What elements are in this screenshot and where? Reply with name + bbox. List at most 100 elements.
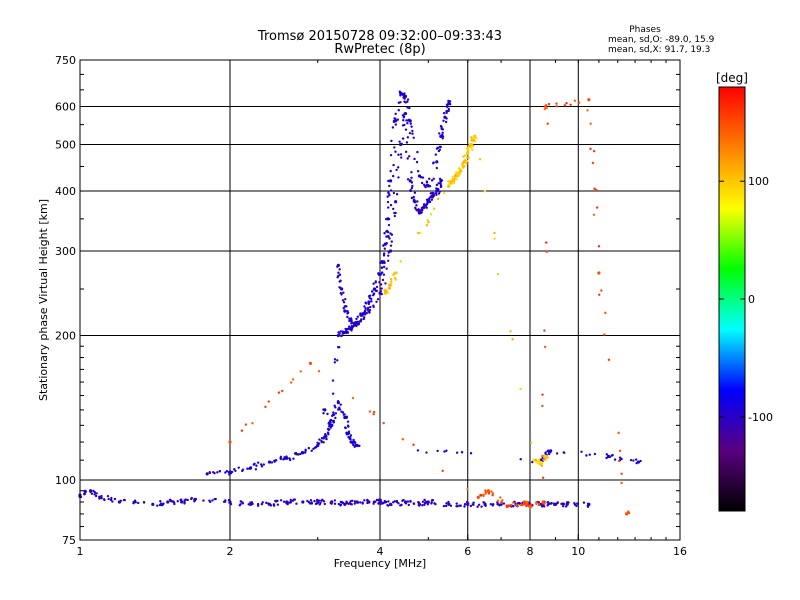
echo-point	[470, 136, 473, 140]
echo-point	[331, 392, 335, 395]
echo-point	[629, 458, 633, 462]
echo-point	[442, 191, 446, 195]
echo-point	[425, 223, 429, 227]
echo-point	[350, 503, 353, 506]
echo-point	[455, 178, 458, 181]
data-point	[316, 443, 320, 448]
echo-point	[608, 455, 612, 459]
colorbar-tick-label: 100	[748, 175, 769, 188]
echo-point	[537, 458, 541, 462]
data-points	[78, 90, 642, 516]
echo-point	[376, 297, 380, 301]
echo-point	[447, 500, 450, 504]
echo-point	[93, 493, 96, 496]
echo-point	[374, 281, 377, 284]
echo-point	[537, 503, 541, 506]
echo-point	[555, 452, 559, 455]
echo-point	[519, 503, 522, 507]
echo-point	[430, 179, 434, 182]
echo-point	[401, 438, 405, 441]
echo-point	[432, 177, 435, 180]
echo-point	[403, 123, 406, 127]
echo-point	[428, 200, 432, 204]
echo-point	[547, 102, 551, 106]
echo-point	[282, 458, 285, 461]
echo-point	[286, 501, 289, 505]
echo-point	[406, 136, 410, 139]
echo-point	[423, 498, 426, 502]
echo-point	[360, 313, 364, 317]
echo-point	[260, 465, 264, 468]
echo-point	[379, 290, 383, 293]
echo-point	[397, 166, 400, 169]
echo-point	[360, 318, 363, 321]
echo-point	[453, 177, 456, 180]
echo-point	[412, 136, 415, 139]
echo-point	[543, 329, 546, 332]
colorbar-ticks: -100 0 100	[719, 175, 773, 424]
echo-point	[490, 490, 493, 493]
echo-point	[470, 139, 473, 142]
echo-point	[375, 285, 379, 289]
echo-point	[424, 185, 427, 189]
echo-point	[499, 496, 502, 499]
echo-point	[249, 503, 252, 506]
echo-point	[447, 180, 451, 183]
echo-point	[406, 100, 409, 103]
echo-point	[496, 272, 500, 276]
echo-point	[595, 188, 598, 192]
echo-point	[459, 169, 462, 172]
data-point	[301, 500, 305, 504]
y-tick-label: 75	[62, 534, 76, 547]
echo-point	[430, 501, 433, 504]
echo-point	[541, 393, 544, 396]
data-point	[473, 134, 477, 138]
echo-point	[288, 457, 291, 460]
echo-point	[436, 197, 440, 200]
x-tick-label: 2	[227, 545, 234, 558]
echo-point	[424, 500, 428, 504]
echo-point	[364, 301, 367, 304]
echo-point	[449, 182, 452, 185]
echo-point	[289, 501, 292, 504]
echo-point	[332, 411, 335, 414]
echo-point	[634, 458, 638, 461]
echo-point	[593, 452, 597, 456]
echo-point	[95, 492, 98, 495]
echo-point	[383, 290, 387, 293]
data-point	[388, 179, 393, 183]
data-point	[205, 472, 209, 476]
echo-point	[597, 245, 601, 248]
echo-point	[555, 102, 558, 105]
echo-point	[543, 345, 547, 349]
echo-point	[344, 502, 347, 505]
echo-point	[267, 400, 270, 403]
echo-point	[586, 109, 589, 112]
echo-point	[317, 370, 321, 373]
echo-point	[388, 284, 391, 287]
echo-point	[386, 229, 389, 233]
echo-point	[366, 306, 370, 310]
echo-point	[511, 501, 515, 504]
echo-point	[339, 330, 342, 333]
echo-point	[393, 500, 397, 503]
echo-point	[312, 447, 315, 451]
y-axis-label: Stationary phase Virtual Height [km]	[37, 199, 50, 401]
echo-point	[416, 169, 420, 173]
echo-point	[479, 494, 483, 497]
echo-point	[484, 504, 487, 507]
echo-point	[402, 498, 405, 502]
echo-point	[392, 191, 396, 195]
echo-point	[472, 138, 476, 142]
echo-point	[521, 503, 524, 507]
echo-point	[466, 487, 469, 491]
echo-point	[586, 505, 590, 508]
echo-point	[343, 413, 346, 416]
data-point	[383, 242, 387, 246]
echo-point	[289, 498, 292, 502]
echo-point	[388, 194, 391, 197]
echo-point	[519, 458, 522, 461]
y-tick-label: 300	[55, 245, 76, 258]
echo-point	[414, 206, 417, 210]
